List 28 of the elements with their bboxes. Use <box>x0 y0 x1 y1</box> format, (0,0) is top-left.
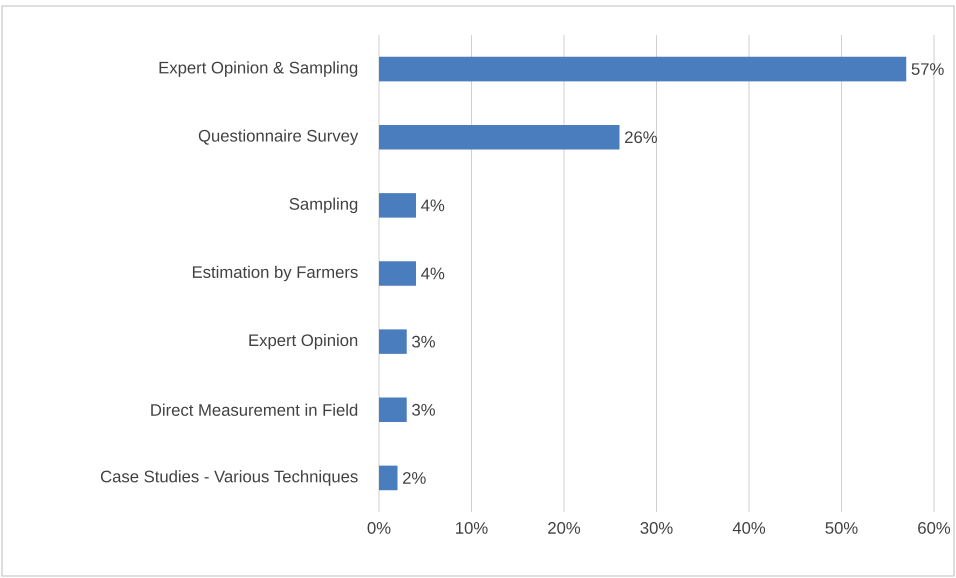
bar <box>379 124 620 150</box>
x-tick-label: 10% <box>456 522 488 534</box>
x-tick-label: 40% <box>732 522 766 534</box>
data-label: 4% <box>421 268 444 280</box>
bar <box>379 466 398 490</box>
x-tick-label: 50% <box>825 522 858 534</box>
data-label: 2% <box>403 472 426 484</box>
y-tick-label: Expert Opinion <box>249 334 358 350</box>
data-label: 26% <box>625 131 657 144</box>
x-tick-label: 30% <box>640 522 673 534</box>
bar <box>379 261 416 286</box>
y-tick-label: Direct Measurement in Field <box>151 404 358 416</box>
y-tick-label: Questionnaire Survey <box>198 129 358 145</box>
bar <box>379 329 407 354</box>
data-label: 3% <box>412 404 435 416</box>
x-tick-label: 0% <box>368 522 390 534</box>
y-tick-label: Estimation by Farmers <box>192 266 358 282</box>
y-tick-label: Expert Opinion & Sampling <box>160 61 358 77</box>
x-tick-label: 20% <box>548 522 580 534</box>
x-tick-label: 60% <box>918 522 950 534</box>
bar <box>379 56 906 82</box>
bar <box>379 398 407 422</box>
data-label: 57% <box>912 63 944 75</box>
y-tick-label: Case Studies - Various Techniques <box>100 470 358 486</box>
data-label: 3% <box>412 336 435 348</box>
data-label: 4% <box>421 200 444 212</box>
bar <box>379 193 416 218</box>
y-tick-label: Sampling <box>290 198 358 214</box>
